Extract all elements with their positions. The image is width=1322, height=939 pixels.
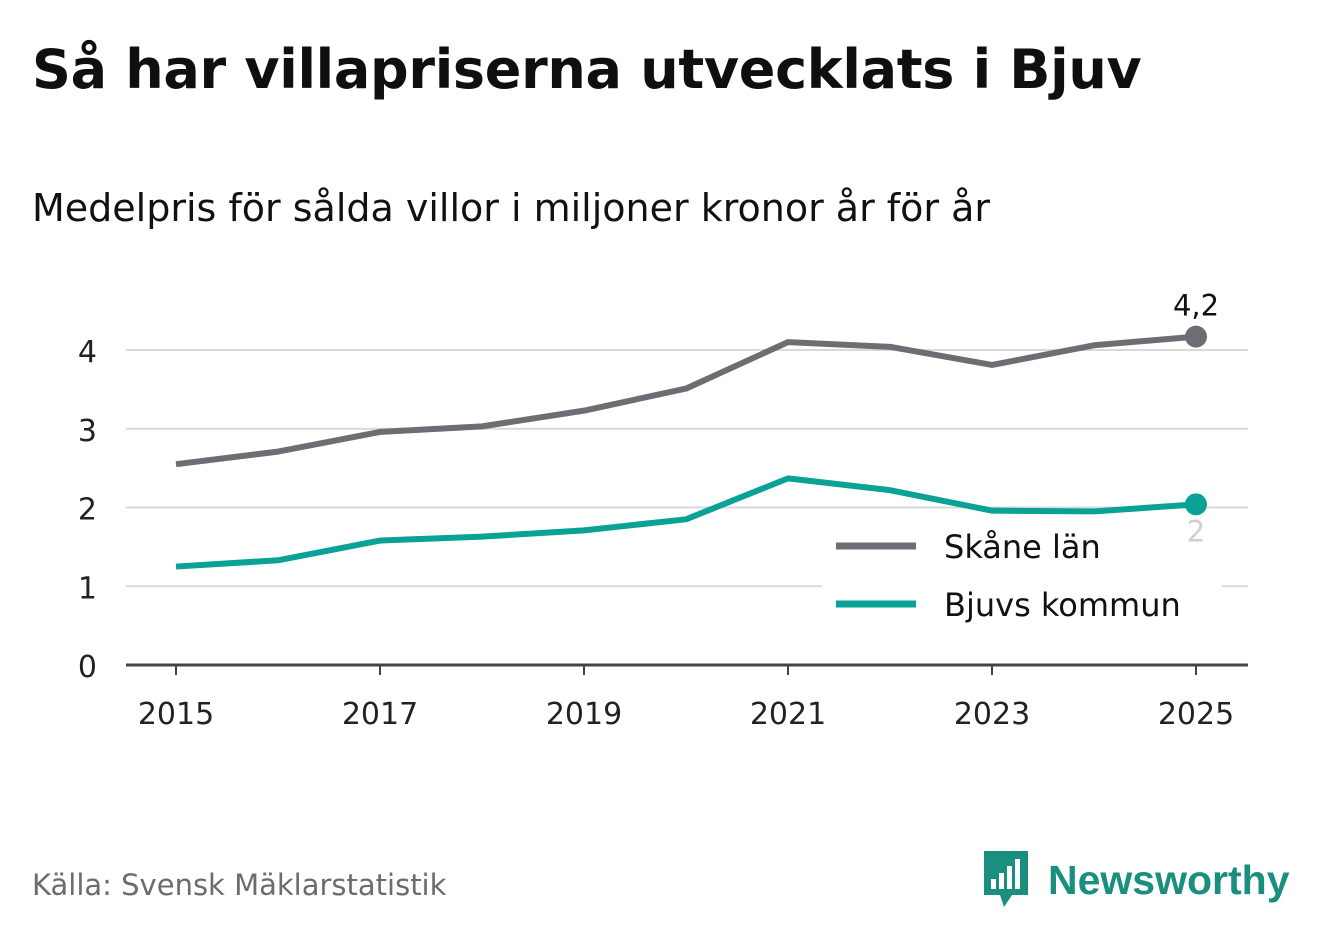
x-tick-label-2019: 2019 (546, 697, 622, 732)
legend-label-skane: Skåne län (944, 528, 1101, 566)
chart-title: Så har villapriserna utvecklats i Bjuv (32, 38, 1142, 101)
x-tick-label-2015: 2015 (138, 697, 214, 732)
brand-logo: Newsworthy (982, 848, 1290, 912)
x-tick-label-2025: 2025 (1158, 697, 1234, 732)
y-tick-label-0: 0 (78, 650, 97, 685)
end-label-skane: 4,2 (1173, 289, 1219, 323)
legend-label-bjuv: Bjuvs kommun (944, 586, 1181, 624)
x-tick-label-2017: 2017 (342, 697, 418, 732)
chart-subtitle: Medelpris för sålda villor i miljoner kr… (32, 186, 991, 230)
y-tick-label-3: 3 (78, 414, 97, 449)
source-note: Källa: Svensk Mäklarstatistik (32, 868, 447, 902)
series-line-skane (175, 333, 1197, 468)
end-point-skane (1185, 325, 1207, 348)
newsworthy-logo-icon (984, 851, 1028, 907)
x-tick-label-2021: 2021 (750, 697, 826, 732)
legend-background (822, 518, 1222, 630)
y-tick-label-2: 2 (78, 493, 97, 528)
series-line-bjuv (175, 475, 1197, 570)
y-tick-label-4: 4 (78, 335, 97, 370)
brand-name: Newsworthy (1048, 856, 1290, 903)
y-tick-label-1: 1 (78, 571, 97, 606)
x-tick-label-2023: 2023 (954, 697, 1030, 732)
end-point-bjuv (1185, 493, 1207, 516)
end-label-bjuv: 2 (1187, 514, 1205, 548)
